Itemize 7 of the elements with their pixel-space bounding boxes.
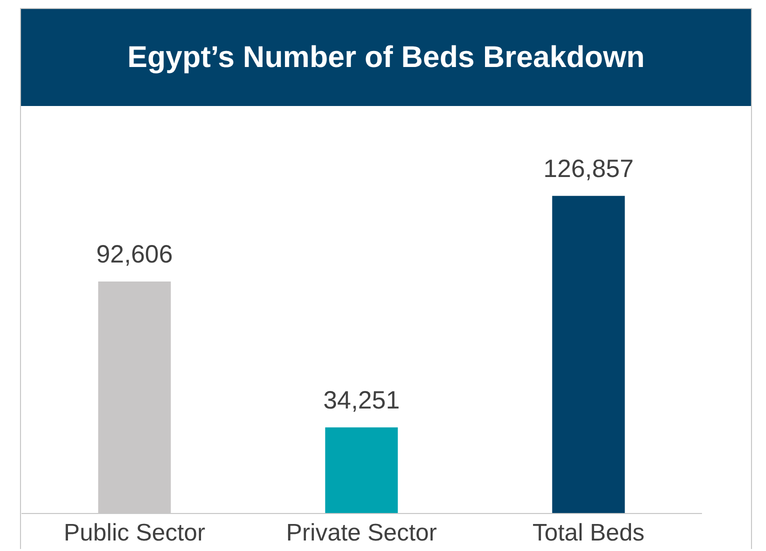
- data-label: 34,251: [323, 386, 400, 414]
- x-tick-label: Private Sector: [286, 520, 437, 546]
- chart-title: Egypt’s Number of Beds Breakdown: [21, 9, 751, 106]
- x-tick-label: Public Sector: [64, 520, 206, 546]
- data-label: 126,857: [543, 154, 634, 183]
- data-label: 92,606: [96, 240, 173, 268]
- x-tick-label: Total Beds: [532, 520, 645, 546]
